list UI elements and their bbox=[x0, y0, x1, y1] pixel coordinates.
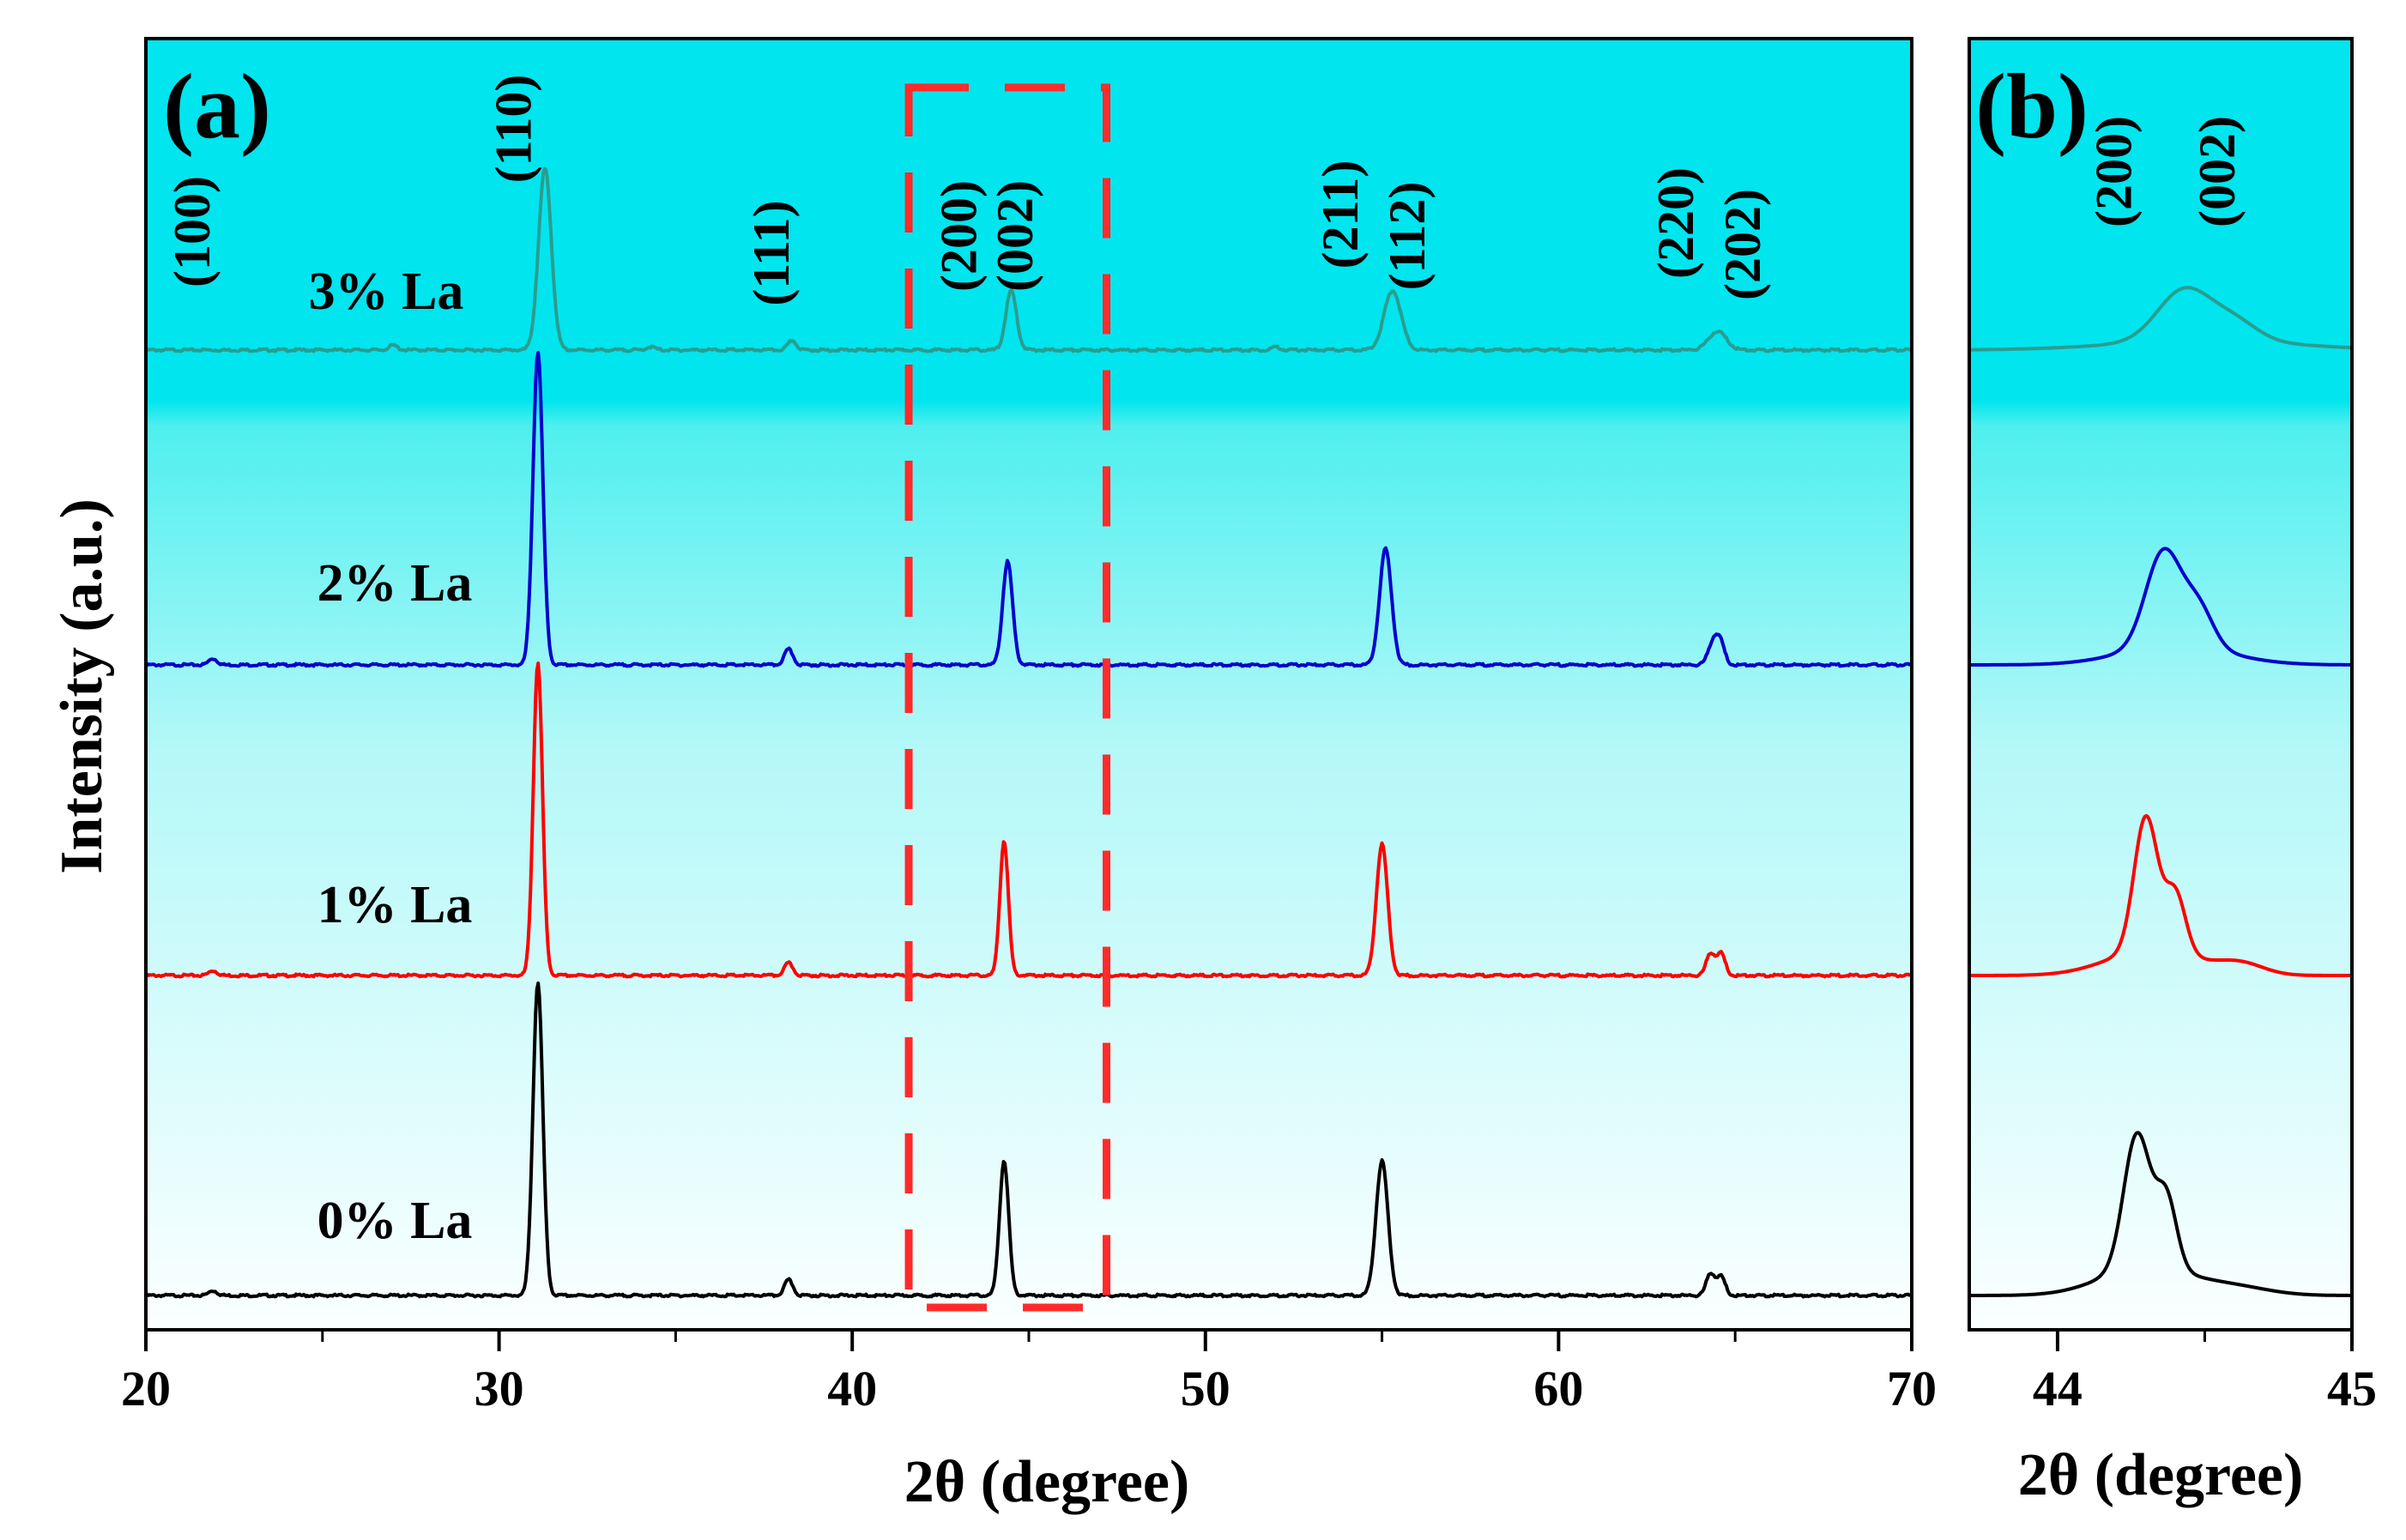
peak-annotation: (110) bbox=[486, 75, 542, 184]
panel-b-frame bbox=[1968, 37, 2354, 1332]
peak-annotation: (220) bbox=[1647, 167, 1704, 279]
panel-a-frame bbox=[144, 37, 1913, 1332]
series-line-2la bbox=[1968, 547, 2354, 667]
panel-a-background bbox=[146, 39, 1912, 1330]
peak-annotation: (200) bbox=[2086, 116, 2143, 227]
peak-annotation: (112) bbox=[1379, 182, 1436, 291]
series-line-3la bbox=[144, 166, 1913, 353]
series-line-0la bbox=[1968, 1131, 2354, 1297]
panel-a-xticks: 20 30 40 50 60 70 bbox=[121, 1330, 1937, 1416]
peak-annotation: (111) bbox=[743, 200, 800, 305]
series-line-1la bbox=[144, 661, 1913, 979]
panel-b-label: (b) bbox=[1975, 56, 2089, 158]
y-axis-label: Intensity (a.u.) bbox=[49, 498, 115, 874]
series-line-2la bbox=[144, 351, 1913, 668]
panel-b: (200) (002) 44 45 (b) 2θ (degree) bbox=[1968, 37, 2377, 1508]
x-tick-label: 45 bbox=[2327, 1361, 2377, 1416]
series-line-1la bbox=[1968, 814, 2354, 977]
x-tick-label: 50 bbox=[1181, 1361, 1230, 1416]
series-line-0la bbox=[144, 981, 1913, 1299]
peak-annotation: (002) bbox=[987, 180, 1043, 292]
x-tick-label: 20 bbox=[121, 1361, 171, 1416]
x-tick-label: 70 bbox=[1887, 1361, 1937, 1416]
panel-b-annotations: (200) (002) bbox=[2086, 116, 2246, 227]
series-label: 0% La bbox=[317, 1192, 473, 1250]
panel-a-series-labels: 0% La 1% La 2% La 3% La bbox=[309, 263, 473, 1250]
panel-a: (100) (110) (111) (200) (002) (211) (112) (220)… bbox=[49, 37, 1937, 1515]
series-label: 2% La bbox=[317, 554, 473, 613]
x-tick-label: 30 bbox=[475, 1361, 524, 1416]
x-tick-label: 40 bbox=[827, 1361, 877, 1416]
peak-annotation: (002) bbox=[2189, 116, 2246, 227]
panel-b-xticks: 44 45 bbox=[2033, 1330, 2377, 1416]
series-label: 3% La bbox=[309, 263, 464, 321]
panel-a-annotations: (100) (110) (111) (200) (002) (211) (112) (220)… bbox=[164, 75, 1771, 306]
peak-annotation: (202) bbox=[1714, 189, 1771, 300]
series-line-3la bbox=[1968, 286, 2354, 352]
panel-a-xlabel: 2θ (degree) bbox=[904, 1449, 1190, 1515]
series-label: 1% La bbox=[317, 876, 473, 934]
panel-b-series bbox=[1968, 286, 2354, 1297]
highlight-box bbox=[904, 83, 1111, 1312]
peak-annotation: (100) bbox=[164, 176, 221, 287]
peak-annotation: (200) bbox=[930, 180, 987, 292]
panel-a-label: (a) bbox=[163, 56, 271, 158]
peak-annotation: (211) bbox=[1312, 160, 1369, 269]
panel-a-series bbox=[144, 166, 1913, 1299]
x-tick-label: 60 bbox=[1533, 1361, 1583, 1416]
panel-b-xlabel: 2θ (degree) bbox=[2018, 1442, 2304, 1508]
x-tick-label: 44 bbox=[2033, 1361, 2083, 1416]
panel-b-background bbox=[1969, 39, 2352, 1330]
